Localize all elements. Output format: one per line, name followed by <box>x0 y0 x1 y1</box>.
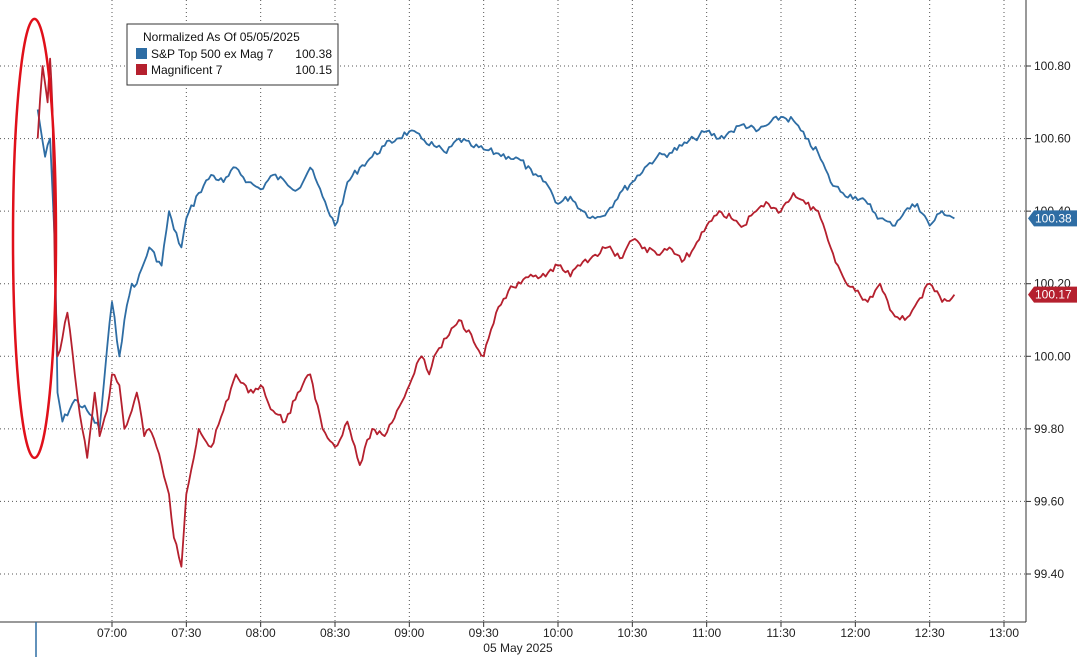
legend-swatch <box>136 64 147 75</box>
y-tick-label: 100.60 <box>1034 132 1071 146</box>
x-tick-label: 07:00 <box>97 626 127 640</box>
x-axis-ticks: 07:00 07:30 08:00 08:30 09:00 09:30 10:00 10:30… <box>97 622 1019 640</box>
last-value-badges: 100.38 100.17 <box>1028 210 1077 303</box>
annotation-layer <box>11 17 58 460</box>
x-tick-label: 08:00 <box>246 626 276 640</box>
y-tick-label: 100.00 <box>1034 349 1071 363</box>
legend-entry-value: 100.38 <box>295 47 332 61</box>
last-value-badge: 100.17 <box>1028 286 1077 303</box>
legend-title: Normalized As Of 05/05/2025 <box>143 30 300 44</box>
last-value-badge: 100.38 <box>1028 210 1077 227</box>
x-tick-label: 11:30 <box>766 626 795 640</box>
legend-swatch <box>136 48 147 59</box>
x-tick-label: 07:30 <box>171 626 201 640</box>
series-line-sp-top-500-ex-mag-7 <box>36 109 955 430</box>
series-line-magnificent-7 <box>36 57 956 568</box>
x-tick-label: 09:30 <box>469 626 499 640</box>
grid <box>0 0 1026 622</box>
x-tick-label: 11:00 <box>692 626 721 640</box>
x-tick-label: 08:30 <box>320 626 350 640</box>
legend-box <box>126 23 339 86</box>
x-axis-label: 05 May 2025 <box>483 641 553 655</box>
y-tick-label: 99.80 <box>1034 422 1064 436</box>
x-tick-label: 09:00 <box>394 626 424 640</box>
y-tick-label: 99.40 <box>1034 567 1064 581</box>
x-tick-label: 10:00 <box>543 626 573 640</box>
badge-shape <box>1028 286 1077 303</box>
highlight-ellipse-annotation <box>11 17 58 460</box>
x-tick-label: 10:30 <box>617 626 647 640</box>
legend-entry-value: 100.15 <box>295 63 332 77</box>
legend-entry-name: Magnificent 7 <box>151 63 223 77</box>
y-tick-label: 100.80 <box>1034 59 1071 73</box>
series-lines <box>36 57 956 568</box>
legend: Normalized As Of 05/05/2025 S&P Top 500 … <box>126 23 339 86</box>
legend-entries: S&P Top 500 ex Mag 7 100.38 Magnificent 7 1… <box>136 47 332 77</box>
y-tick-label: 99.60 <box>1034 494 1064 508</box>
x-tick-label: 13:00 <box>989 626 1019 640</box>
badge-label: 100.38 <box>1035 211 1072 225</box>
x-tick-label: 12:00 <box>840 626 870 640</box>
legend-entry-name: S&P Top 500 ex Mag 7 <box>151 47 274 61</box>
badge-label: 100.17 <box>1035 288 1072 302</box>
badge-shape <box>1028 210 1077 227</box>
x-tick-label: 12:30 <box>915 626 945 640</box>
